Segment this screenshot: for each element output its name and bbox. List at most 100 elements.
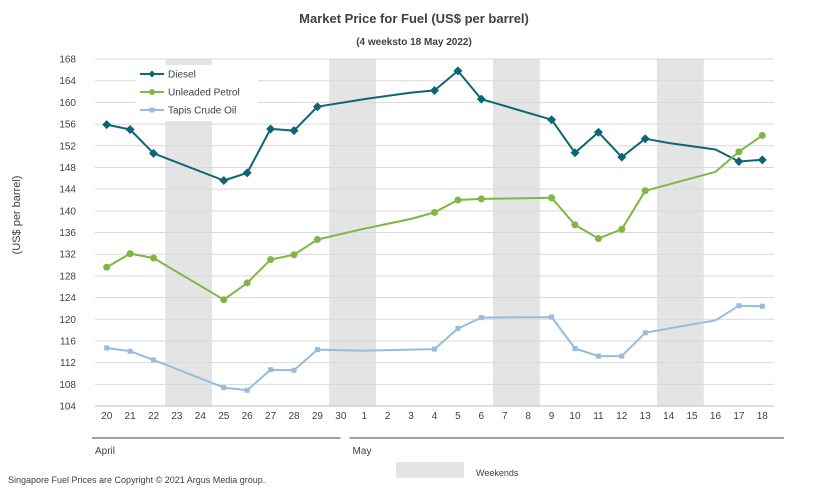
x-tick-label: 23 [171,411,183,422]
series-markers [102,66,767,393]
diesel-point [617,152,627,162]
month-axis: April May [92,437,784,457]
legend-label: Unleaded Petrol [168,88,240,99]
petrol-point [618,225,626,233]
crude-point [572,346,578,352]
x-tick-label: 14 [663,411,675,422]
petrol-point [220,296,228,304]
weekend-key: Weekends [396,462,519,478]
y-tick-label: 104 [59,402,76,413]
crude-point [759,303,765,309]
petrol-point [267,256,275,264]
petrol-point [454,196,462,204]
diesel-point [289,126,299,136]
petrol-point [548,194,556,202]
month-label: April [95,446,115,457]
petrol-point [594,234,602,242]
x-tick-label: 5 [455,411,461,422]
crude-point [127,348,133,354]
x-tick-label: 16 [710,411,722,422]
x-tick-label: 7 [502,411,508,422]
legend-label: Tapis Crude Oil [168,106,236,117]
petrol-point [758,131,766,139]
y-tick-label: 136 [59,228,76,239]
crude-point [642,330,648,336]
diesel-point [102,120,112,130]
y-tick-label: 124 [59,293,76,304]
weekend-key-swatch [396,462,464,478]
petrol-point [243,279,251,287]
legend-diamond-marker [148,70,156,78]
petrol-point [641,187,649,195]
x-tick-label: 11 [593,411,604,422]
x-tick-label: 20 [101,411,113,422]
petrol-point [150,254,158,262]
crude-point [314,347,320,353]
x-tick-label: 1 [361,411,367,422]
petrol-point [126,250,134,258]
diesel-point [453,66,463,76]
crude-point [291,367,297,373]
x-tick-label: 17 [733,411,745,422]
y-axis-label: (US$ per barrel) [11,176,23,255]
diesel-point [593,127,603,137]
x-tick-label: 21 [125,411,137,422]
month-label: May [353,446,372,457]
x-tick-label: 18 [757,411,769,422]
diesel-point [430,85,439,95]
x-tick-label: 24 [195,411,207,422]
x-tick-label: 3 [408,411,414,422]
y-tick-label: 152 [59,141,76,152]
chart-title: Market Price for Fuel (US$ per barrel) [299,11,529,26]
x-tick-label: 25 [218,411,230,422]
series-line-tapis-crude-oil [106,304,763,392]
y-tick-label: 108 [59,380,76,391]
x-tick-label: 8 [525,411,531,422]
diesel-point [476,94,486,104]
x-tick-label: 13 [640,411,652,422]
y-tick-label: 144 [59,185,76,196]
legend-square-marker [149,107,155,113]
diesel-point [640,134,650,144]
y-tick-labels: 104 108 112 116 120 124 128 132 136 140 144 148 152 1… [59,55,76,413]
petrol-point [313,236,321,244]
diesel-point [242,168,252,178]
crude-point [104,345,110,351]
x-tick-label: 4 [432,411,438,422]
x-tick-label: 6 [479,411,485,422]
crude-point [549,314,555,320]
diesel-point [734,156,744,166]
y-tick-label: 132 [59,250,76,261]
x-tick-label: 12 [616,411,628,422]
y-tick-label: 116 [60,336,76,347]
diesel-point [125,124,135,134]
crude-point [619,353,625,359]
y-tick-label: 120 [59,315,76,326]
petrol-point [735,148,743,156]
petrol-point [290,251,298,259]
x-tick-label: 9 [549,411,555,422]
x-tick-label: 29 [312,411,324,422]
petrol-point [431,208,438,216]
diesel-point [219,175,229,185]
y-tick-label: 168 [59,55,76,66]
petrol-point [477,195,485,203]
x-tick-label: 22 [148,411,160,422]
petrol-point [103,263,111,271]
x-tick-label: 30 [335,411,347,422]
diesel-point [547,115,557,125]
crude-point [221,385,227,391]
legend-label: Diesel [168,70,196,81]
diesel-point [757,155,767,165]
diesel-point [570,148,580,158]
legend-circle-marker [149,89,155,95]
x-tick-label: 28 [288,411,300,422]
crude-point [268,367,274,373]
crude-point [244,387,250,393]
petrol-point [571,221,579,229]
y-tick-label: 160 [59,98,76,109]
x-tick-labels: 20 21 22 23 24 25 26 27 28 29 30 1 2 3 4 5 6 7 8 9 10 11 12 13 1… [101,411,768,422]
crude-point [736,303,742,309]
diesel-point [312,102,322,112]
